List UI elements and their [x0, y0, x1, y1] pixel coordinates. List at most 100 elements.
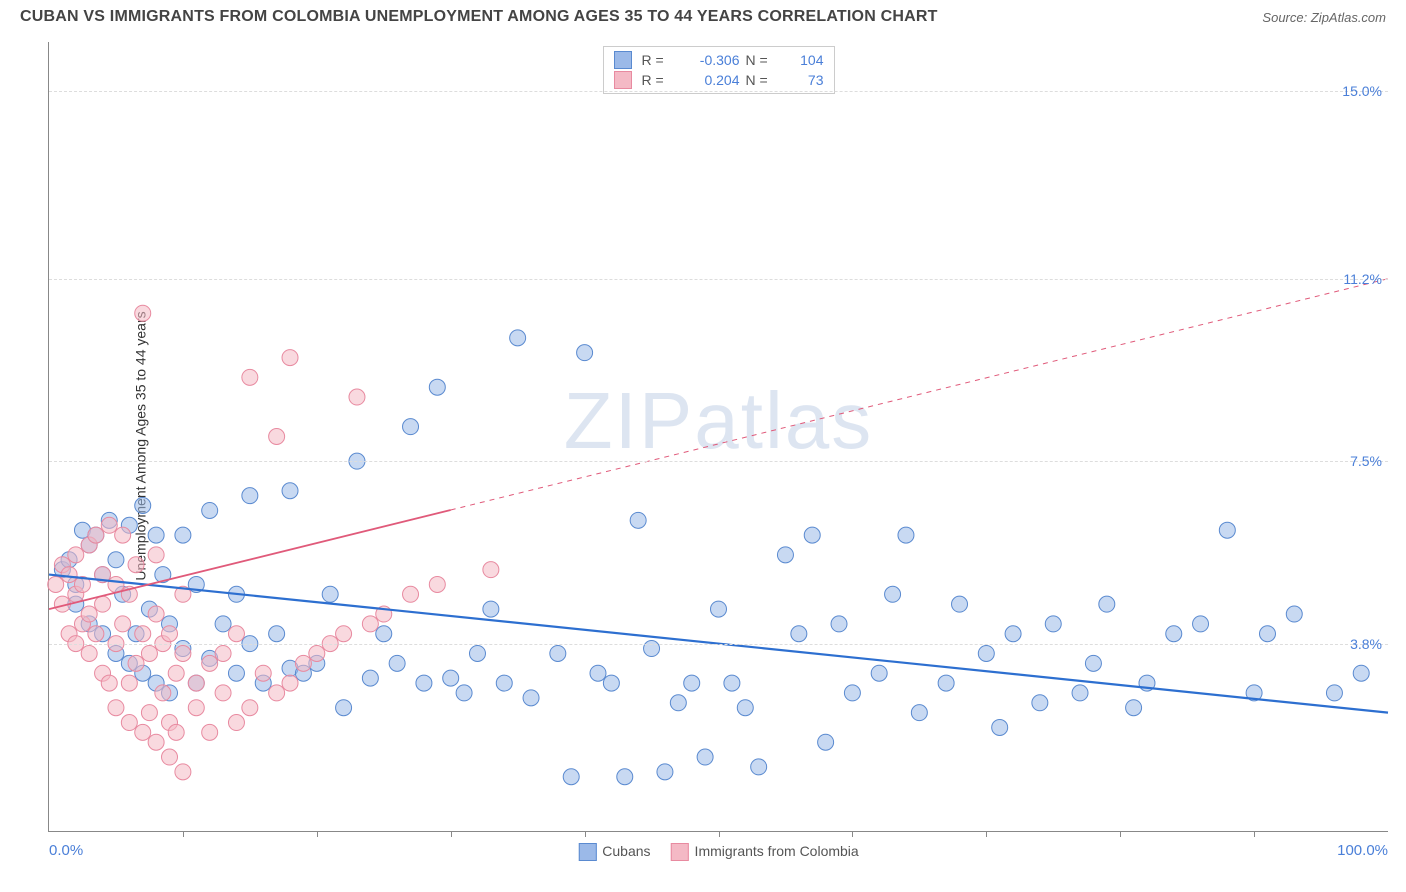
- data-point: [336, 626, 352, 642]
- legend-r-value: 0.204: [680, 72, 740, 88]
- data-point: [188, 675, 204, 691]
- data-point: [362, 616, 378, 632]
- trend-line-extrapolated: [451, 279, 1388, 510]
- gridline: [49, 461, 1388, 462]
- data-point: [577, 345, 593, 361]
- data-point: [148, 606, 164, 622]
- data-point: [443, 670, 459, 686]
- data-point: [737, 700, 753, 716]
- data-point: [1005, 626, 1021, 642]
- data-point: [162, 626, 178, 642]
- data-point: [228, 715, 244, 731]
- data-point: [128, 557, 144, 573]
- gridline: [49, 279, 1388, 280]
- series-legend: CubansImmigrants from Colombia: [578, 843, 858, 861]
- data-point: [751, 759, 767, 775]
- data-point: [657, 764, 673, 780]
- data-point: [108, 576, 124, 592]
- data-point: [135, 724, 151, 740]
- data-point: [403, 586, 419, 602]
- data-point: [228, 665, 244, 681]
- y-tick-label: 3.8%: [1350, 636, 1382, 652]
- data-point: [429, 379, 445, 395]
- data-point: [175, 645, 191, 661]
- data-point: [175, 527, 191, 543]
- data-point: [282, 350, 298, 366]
- data-point: [992, 719, 1008, 735]
- data-point: [81, 606, 97, 622]
- data-point: [416, 675, 432, 691]
- data-point: [215, 616, 231, 632]
- source-attribution: Source: ZipAtlas.com: [1262, 10, 1386, 25]
- x-tick: [986, 831, 987, 837]
- data-point: [135, 305, 151, 321]
- y-tick-label: 11.2%: [1343, 271, 1382, 287]
- legend-n-label: N =: [746, 52, 778, 68]
- data-point: [121, 715, 137, 731]
- data-point: [1286, 606, 1302, 622]
- data-point: [269, 429, 285, 445]
- data-point: [168, 724, 184, 740]
- scatter-plot-svg: [49, 42, 1388, 831]
- data-point: [215, 645, 231, 661]
- data-point: [121, 675, 137, 691]
- data-point: [88, 626, 104, 642]
- y-tick-label: 7.5%: [1350, 453, 1382, 469]
- data-point: [242, 488, 258, 504]
- data-point: [148, 527, 164, 543]
- data-point: [255, 665, 271, 681]
- data-point: [202, 724, 218, 740]
- data-point: [911, 705, 927, 721]
- legend-series-name: Cubans: [602, 843, 650, 859]
- data-point: [630, 512, 646, 528]
- data-point: [175, 764, 191, 780]
- data-point: [228, 626, 244, 642]
- data-point: [128, 655, 144, 671]
- y-tick-label: 15.0%: [1342, 83, 1382, 99]
- data-point: [188, 700, 204, 716]
- data-point: [81, 645, 97, 661]
- data-point: [68, 547, 84, 563]
- legend-n-value: 104: [784, 52, 824, 68]
- data-point: [1032, 695, 1048, 711]
- correlation-legend: R =-0.306N =104R =0.204N =73: [603, 46, 835, 94]
- x-tick: [585, 831, 586, 837]
- data-point: [590, 665, 606, 681]
- data-point: [563, 769, 579, 785]
- data-point: [141, 645, 157, 661]
- data-point: [483, 562, 499, 578]
- data-point: [108, 552, 124, 568]
- data-point: [429, 576, 445, 592]
- data-point: [1126, 700, 1142, 716]
- data-point: [978, 645, 994, 661]
- chart-area: ZIPatlas R =-0.306N =104R =0.204N =73 0.…: [48, 42, 1388, 832]
- data-point: [871, 665, 887, 681]
- data-point: [242, 369, 258, 385]
- data-point: [115, 616, 131, 632]
- data-point: [1353, 665, 1369, 681]
- data-point: [818, 734, 834, 750]
- x-tick: [1254, 831, 1255, 837]
- x-axis-min-label: 0.0%: [49, 842, 83, 859]
- data-point: [670, 695, 686, 711]
- data-point: [95, 596, 111, 612]
- legend-swatch: [578, 843, 596, 861]
- data-point: [938, 675, 954, 691]
- data-point: [898, 527, 914, 543]
- data-point: [148, 547, 164, 563]
- data-point: [469, 645, 485, 661]
- data-point: [697, 749, 713, 765]
- data-point: [777, 547, 793, 563]
- data-point: [1045, 616, 1061, 632]
- data-point: [269, 626, 285, 642]
- data-point: [791, 626, 807, 642]
- data-point: [155, 685, 171, 701]
- x-axis-max-label: 100.0%: [1337, 842, 1388, 859]
- data-point: [724, 675, 740, 691]
- data-point: [1085, 655, 1101, 671]
- x-tick: [183, 831, 184, 837]
- data-point: [403, 419, 419, 435]
- data-point: [550, 645, 566, 661]
- data-point: [202, 502, 218, 518]
- data-point: [804, 527, 820, 543]
